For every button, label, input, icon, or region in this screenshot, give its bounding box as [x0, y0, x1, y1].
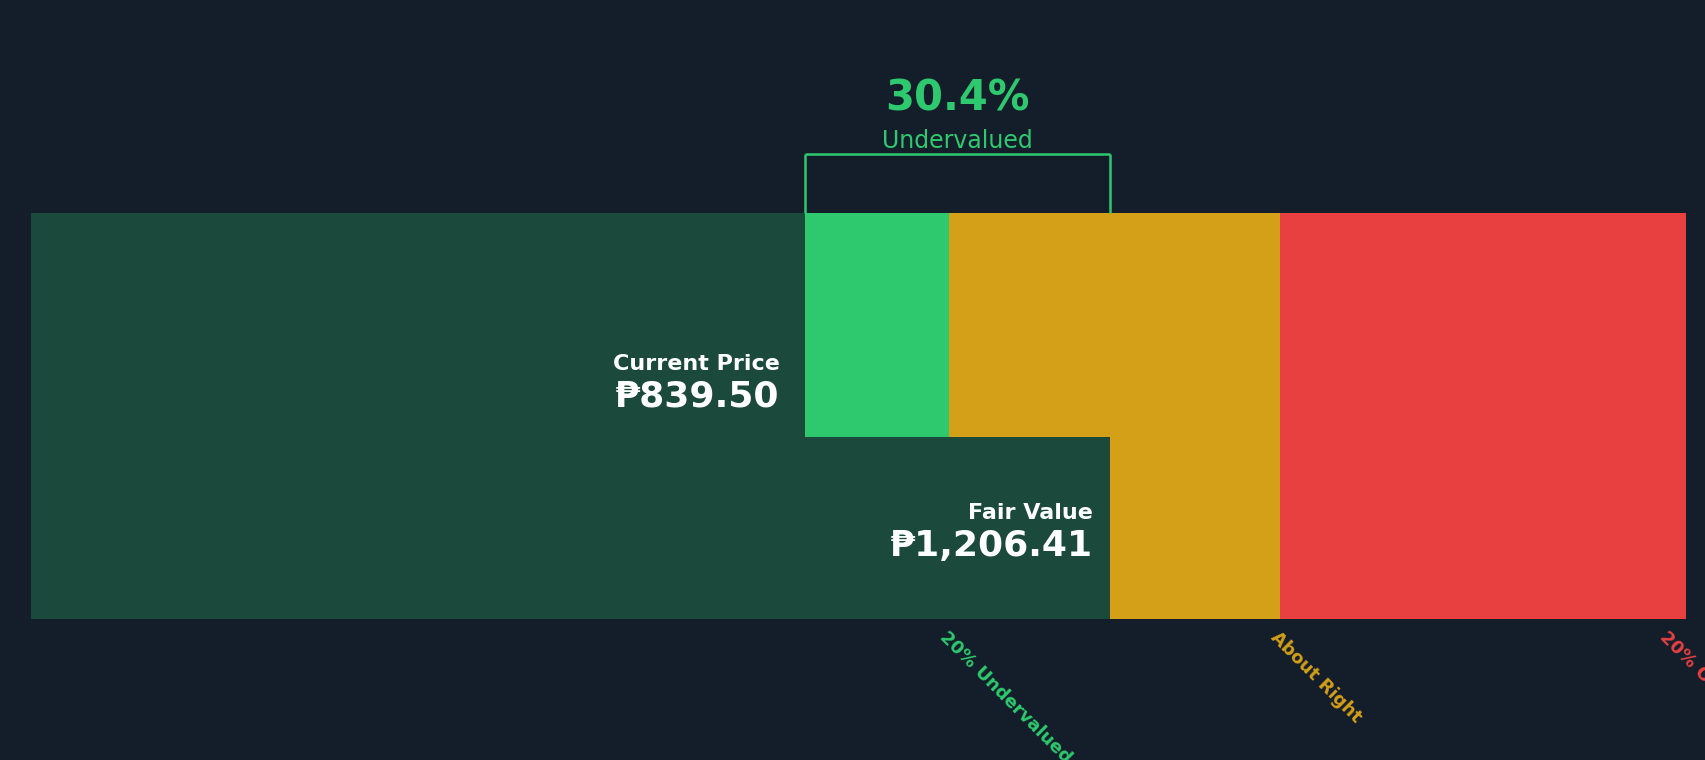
Text: 30.4%: 30.4% — [885, 78, 1030, 120]
Bar — [1279, 586, 1685, 619]
Bar — [31, 586, 948, 619]
Bar — [948, 586, 1279, 619]
Bar — [1279, 437, 1685, 470]
Bar — [948, 213, 1279, 321]
Bar — [1279, 470, 1685, 586]
Bar — [948, 321, 1279, 437]
Bar — [31, 437, 948, 470]
Text: ₱1,206.41: ₱1,206.41 — [888, 528, 1091, 562]
Bar — [948, 437, 1279, 470]
Text: ₱839.50: ₱839.50 — [616, 379, 779, 413]
Bar — [31, 437, 1108, 470]
Bar — [31, 321, 805, 437]
Bar — [31, 213, 948, 321]
Bar — [1279, 321, 1685, 437]
Bar — [31, 321, 948, 437]
Text: 20% Overvalued: 20% Overvalued — [1656, 629, 1705, 758]
Text: 20% Undervalued: 20% Undervalued — [936, 629, 1074, 760]
Bar — [31, 470, 948, 586]
Text: Undervalued: Undervalued — [881, 128, 1032, 153]
Text: About Right: About Right — [1267, 629, 1364, 727]
Bar — [31, 213, 805, 321]
Bar — [948, 470, 1279, 586]
Text: Current Price: Current Price — [612, 354, 779, 374]
Bar — [31, 586, 1108, 619]
Text: Fair Value: Fair Value — [967, 503, 1091, 523]
Bar — [31, 470, 1108, 586]
Bar — [1279, 213, 1685, 321]
